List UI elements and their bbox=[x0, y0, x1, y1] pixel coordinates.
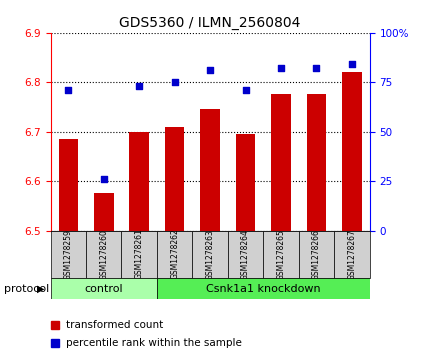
Title: GDS5360 / ILMN_2560804: GDS5360 / ILMN_2560804 bbox=[119, 16, 301, 30]
Text: percentile rank within the sample: percentile rank within the sample bbox=[66, 338, 242, 348]
Text: GSM1278266: GSM1278266 bbox=[312, 229, 321, 280]
Bar bbox=[228, 231, 263, 278]
Bar bbox=[192, 231, 228, 278]
Bar bbox=[86, 231, 121, 278]
Text: GSM1278260: GSM1278260 bbox=[99, 229, 108, 280]
Text: transformed count: transformed count bbox=[66, 320, 164, 330]
Bar bbox=[51, 231, 86, 278]
Text: Csnk1a1 knockdown: Csnk1a1 knockdown bbox=[206, 284, 321, 294]
Bar bbox=[121, 231, 157, 278]
Bar bbox=[342, 72, 362, 231]
Text: protocol: protocol bbox=[4, 284, 50, 294]
Point bbox=[348, 61, 356, 67]
Bar bbox=[94, 193, 114, 231]
Text: GSM1278267: GSM1278267 bbox=[347, 229, 356, 280]
Bar bbox=[334, 231, 370, 278]
Text: GSM1278262: GSM1278262 bbox=[170, 229, 179, 280]
Bar bbox=[51, 278, 157, 299]
Bar bbox=[263, 231, 299, 278]
Bar bbox=[299, 231, 334, 278]
Point bbox=[65, 87, 72, 93]
Point bbox=[171, 79, 178, 85]
Text: GSM1278264: GSM1278264 bbox=[241, 229, 250, 280]
Text: GSM1278259: GSM1278259 bbox=[64, 229, 73, 280]
Bar bbox=[59, 139, 78, 231]
Point bbox=[242, 87, 249, 93]
Text: GSM1278263: GSM1278263 bbox=[205, 229, 215, 280]
Bar bbox=[157, 231, 192, 278]
Bar bbox=[157, 278, 370, 299]
Bar bbox=[271, 94, 291, 231]
Point bbox=[313, 65, 320, 71]
Point bbox=[278, 65, 285, 71]
Bar bbox=[165, 127, 184, 231]
Bar bbox=[200, 109, 220, 231]
Bar bbox=[307, 94, 326, 231]
Point bbox=[136, 83, 143, 89]
Text: ▶: ▶ bbox=[37, 284, 44, 294]
Text: control: control bbox=[84, 284, 123, 294]
Bar bbox=[236, 134, 255, 231]
Text: GSM1278261: GSM1278261 bbox=[135, 229, 144, 280]
Point bbox=[207, 68, 214, 73]
Text: GSM1278265: GSM1278265 bbox=[276, 229, 286, 280]
Bar bbox=[129, 132, 149, 231]
Point bbox=[100, 176, 107, 182]
